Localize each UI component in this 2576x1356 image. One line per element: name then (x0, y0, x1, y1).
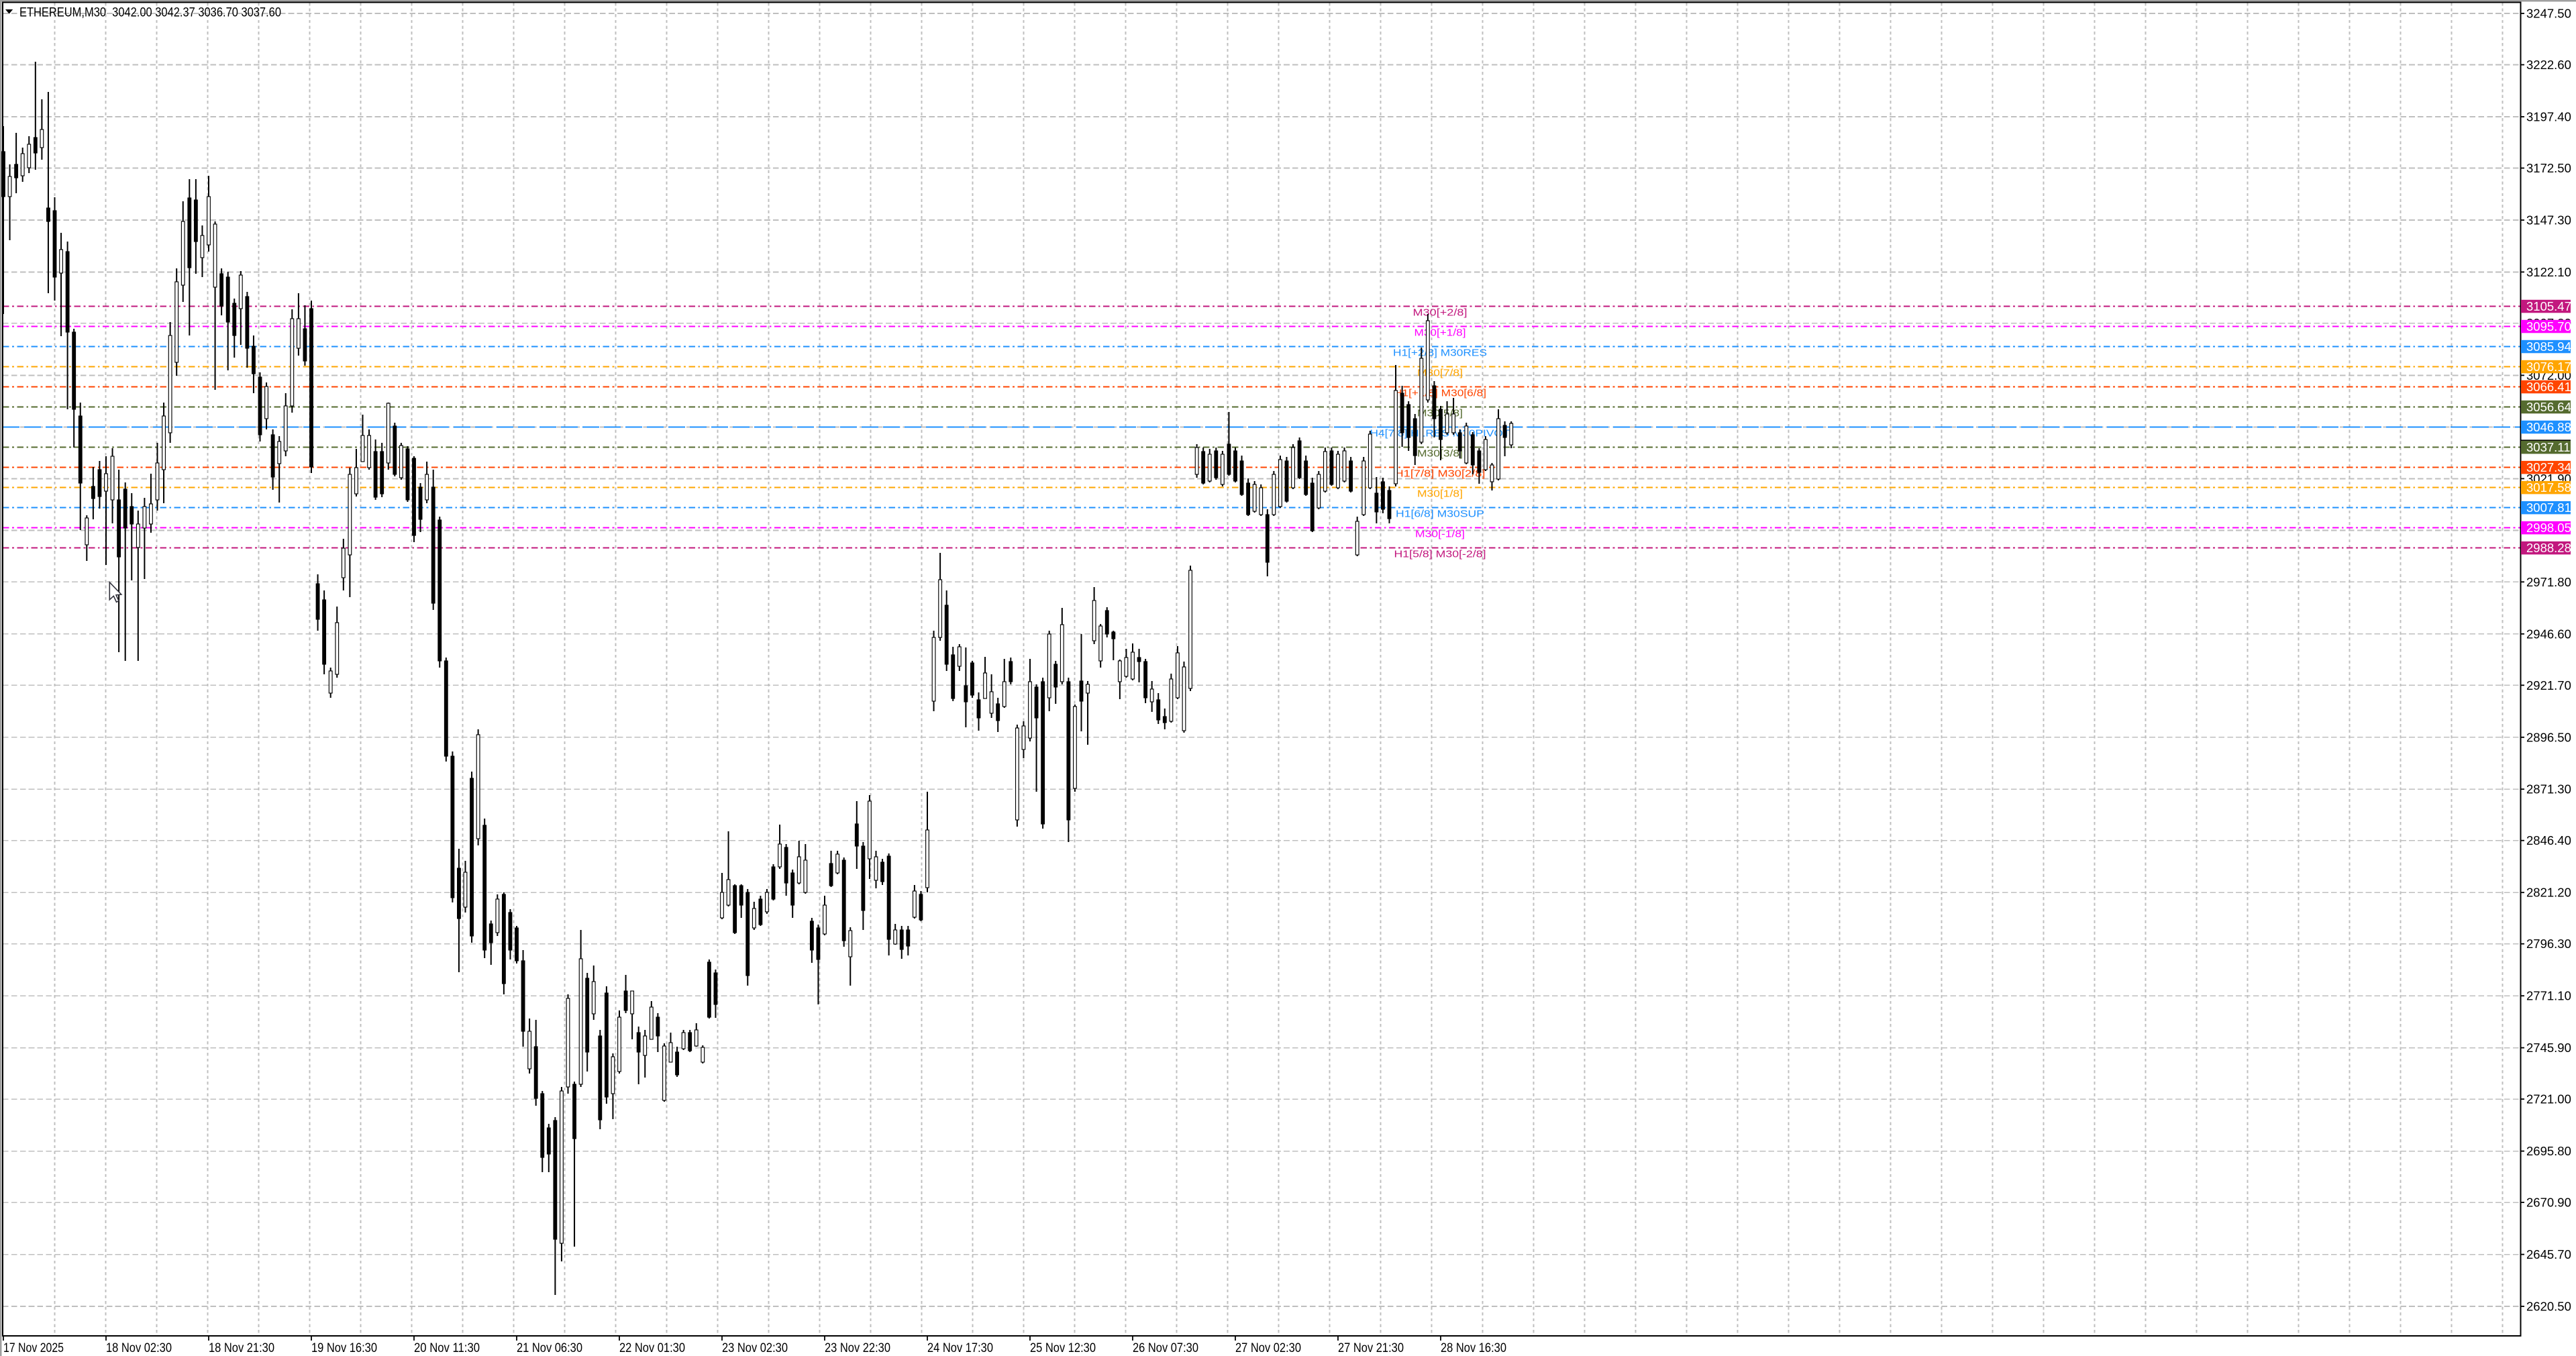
svg-text:2796.30: 2796.30 (2526, 937, 2571, 951)
svg-text:24 Nov 17:30: 24 Nov 17:30 (927, 1341, 993, 1355)
svg-text:3066.41: 3066.41 (2526, 380, 2571, 394)
svg-text:2695.80: 2695.80 (2526, 1144, 2571, 1158)
svg-text:H1[+2/8] M30RES: H1[+2/8] M30RES (1393, 348, 1487, 359)
svg-text:2745.90: 2745.90 (2526, 1041, 2571, 1055)
svg-text:22 Nov 01:30: 22 Nov 01:30 (619, 1341, 685, 1355)
svg-text:2871.30: 2871.30 (2526, 782, 2571, 796)
svg-text:H1[+1/8] M30[6/8]: H1[+1/8] M30[6/8] (1394, 388, 1486, 399)
svg-text:3076.17: 3076.17 (2526, 360, 2571, 374)
svg-text:2620.50: 2620.50 (2526, 1300, 2571, 1314)
svg-text:M30[-1/8]: M30[-1/8] (1415, 529, 1465, 540)
svg-text:3122.10: 3122.10 (2526, 265, 2571, 279)
svg-text:3105.47: 3105.47 (2526, 299, 2571, 313)
svg-text:2971.80: 2971.80 (2526, 575, 2571, 589)
svg-text:2670.90: 2670.90 (2526, 1196, 2571, 1210)
svg-text:3197.40: 3197.40 (2526, 110, 2571, 124)
svg-text:3147.30: 3147.30 (2526, 213, 2571, 227)
svg-text:25 Nov 12:30: 25 Nov 12:30 (1030, 1341, 1096, 1355)
svg-text:2846.40: 2846.40 (2526, 833, 2571, 847)
svg-text:2946.60: 2946.60 (2526, 627, 2571, 641)
svg-text:23 Nov 22:30: 23 Nov 22:30 (825, 1341, 890, 1355)
svg-text:21 Nov 06:30: 21 Nov 06:30 (517, 1341, 582, 1355)
svg-text:3085.94: 3085.94 (2526, 340, 2571, 354)
svg-text:2771.10: 2771.10 (2526, 989, 2571, 1003)
svg-text:28 Nov 16:30: 28 Nov 16:30 (1441, 1341, 1506, 1355)
svg-text:M30[7/8]: M30[7/8] (1417, 368, 1463, 379)
svg-text:18 Nov 21:30: 18 Nov 21:30 (209, 1341, 274, 1355)
svg-text:18 Nov 02:30: 18 Nov 02:30 (106, 1341, 172, 1355)
svg-text:M30[+2/8]: M30[+2/8] (1413, 308, 1467, 319)
svg-text:3095.70: 3095.70 (2526, 319, 2571, 333)
svg-text:3247.50: 3247.50 (2526, 7, 2571, 21)
svg-text:2896.50: 2896.50 (2526, 730, 2571, 744)
svg-text:3017.58: 3017.58 (2526, 480, 2571, 494)
svg-text:3046.88: 3046.88 (2526, 420, 2571, 434)
svg-text:27 Nov 02:30: 27 Nov 02:30 (1235, 1341, 1301, 1355)
svg-text:2645.70: 2645.70 (2526, 1247, 2571, 1261)
svg-text:3056.64: 3056.64 (2526, 400, 2571, 414)
svg-text:3172.50: 3172.50 (2526, 161, 2571, 175)
svg-text:2721.00: 2721.00 (2526, 1092, 2571, 1106)
svg-text:20 Nov 11:30: 20 Nov 11:30 (414, 1341, 480, 1355)
svg-text:M30[1/8]: M30[1/8] (1417, 489, 1463, 500)
svg-text:3037.11: 3037.11 (2526, 440, 2571, 454)
svg-text:M30[+1/8]: M30[+1/8] (1414, 328, 1466, 339)
svg-text:3007.81: 3007.81 (2526, 501, 2571, 515)
svg-text:2921.70: 2921.70 (2526, 678, 2571, 692)
svg-text:H1[6/8] M30SUP: H1[6/8] M30SUP (1396, 509, 1484, 520)
svg-text:H1[5/8] M30[-2/8]: H1[5/8] M30[-2/8] (1394, 550, 1486, 560)
svg-text:17 Nov 2025: 17 Nov 2025 (3, 1341, 64, 1355)
svg-text:3027.34: 3027.34 (2526, 460, 2571, 474)
svg-text:23 Nov 02:30: 23 Nov 02:30 (722, 1341, 788, 1355)
svg-text:H1[7/8] M30[2/8]: H1[7/8] M30[2/8] (1395, 469, 1486, 480)
svg-text:2998.05: 2998.05 (2526, 521, 2571, 535)
svg-text:27 Nov 21:30: 27 Nov 21:30 (1338, 1341, 1404, 1355)
svg-text:26 Nov 07:30: 26 Nov 07:30 (1133, 1341, 1198, 1355)
svg-text:3222.60: 3222.60 (2526, 58, 2571, 72)
svg-text:ETHEREUM,M30 3042.00 3042.37: ETHEREUM,M30 3042.00 3042.37 3036.70 303… (19, 6, 281, 20)
svg-text:19 Nov 16:30: 19 Nov 16:30 (311, 1341, 377, 1355)
svg-text:2821.20: 2821.20 (2526, 886, 2571, 900)
svg-text:2988.28: 2988.28 (2526, 541, 2571, 555)
